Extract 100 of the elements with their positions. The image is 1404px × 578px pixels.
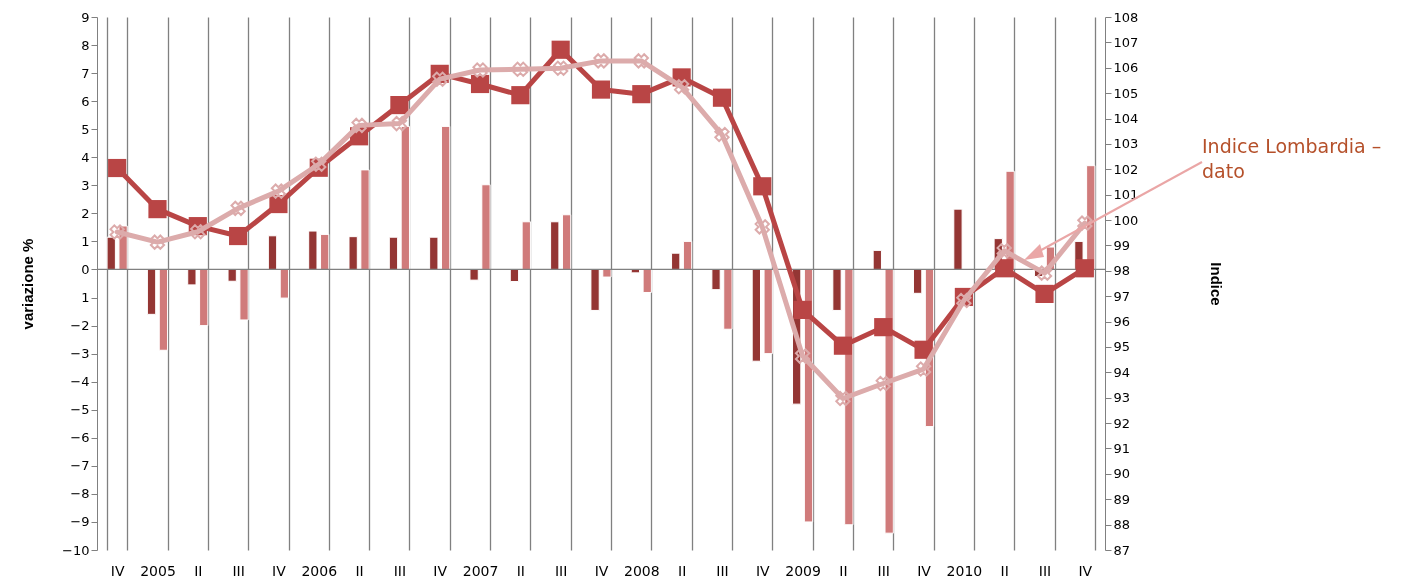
point [551, 40, 570, 59]
point [472, 62, 488, 78]
point [390, 95, 409, 115]
point [914, 340, 933, 359]
point [995, 259, 1014, 278]
bar [671, 252, 681, 270]
bar [441, 125, 451, 270]
point [753, 177, 772, 196]
y-tick-label: 6 [81, 93, 90, 109]
y2-tick-label: 91 [1113, 440, 1131, 456]
bar [146, 268, 157, 315]
bar [953, 208, 963, 270]
y2-tick-label: 98 [1113, 263, 1131, 279]
x-tick-label: II [355, 562, 364, 578]
point [915, 361, 932, 377]
y2-tick-label: 102 [1113, 161, 1139, 177]
y2-tick-label: 96 [1113, 314, 1131, 330]
y2-tick-label: 95 [1113, 339, 1131, 355]
point [270, 183, 287, 199]
point [149, 234, 166, 250]
point [230, 200, 246, 217]
y2-tick-label: 99 [1113, 237, 1131, 253]
point [1035, 284, 1054, 303]
bar [590, 268, 600, 311]
bar [642, 268, 652, 293]
y2-tick-label: 108 [1113, 9, 1139, 25]
bar [872, 249, 882, 270]
x-tick-label: II [678, 562, 687, 578]
y-tick-label: 2 [81, 205, 90, 221]
x-tick-label: III [232, 562, 245, 578]
bar [481, 184, 491, 270]
bar [320, 233, 330, 270]
bar [550, 221, 560, 270]
y2-tick-label: 93 [1113, 390, 1131, 406]
point [432, 71, 448, 87]
y2-tick-label: 92 [1113, 415, 1131, 431]
bar [279, 268, 290, 299]
y-tick-label: 0 [81, 261, 90, 277]
x-tick-label: IV [110, 562, 125, 578]
bar [509, 268, 520, 283]
bar [227, 268, 237, 282]
point [874, 318, 893, 337]
bar [308, 230, 318, 270]
x-tick-label: IV [594, 562, 609, 578]
bar [239, 268, 249, 321]
point [956, 292, 972, 309]
point [148, 200, 167, 219]
point [512, 61, 528, 77]
y2-tick-label: 103 [1113, 136, 1139, 152]
x-tick-label: III [393, 562, 407, 578]
bar [199, 268, 209, 327]
y-tick-label: −9 [70, 514, 90, 530]
y-tick-label: −3 [70, 346, 90, 362]
x-tick-label: 2007 [462, 562, 499, 578]
bar [751, 268, 761, 362]
point [1077, 215, 1093, 231]
point [793, 300, 812, 319]
y-tick-label: −7 [70, 458, 90, 474]
x-tick-label: 2010 [946, 562, 983, 578]
y2-tick-label: 89 [1113, 491, 1131, 507]
x-tick-label: IV [272, 562, 287, 578]
y2-axis-title: Indice [1208, 262, 1226, 306]
y2-tick-label: 94 [1113, 364, 1131, 380]
bar [521, 221, 531, 270]
point [109, 224, 125, 240]
y2-tick-label: 100 [1113, 212, 1139, 228]
x-tick-label: III [1038, 562, 1052, 578]
x-tick-label: IV [755, 562, 771, 578]
y2-tick-label: 87 [1113, 542, 1131, 558]
point [754, 219, 770, 235]
bar [348, 236, 358, 270]
y2-tick-label: 105 [1113, 85, 1139, 101]
point [591, 80, 611, 99]
point [632, 85, 651, 104]
x-tick-label: IV [1078, 562, 1093, 578]
x-tick-label: 2008 [624, 562, 660, 578]
point [633, 53, 649, 69]
x-tick-label: III [554, 562, 568, 578]
y-tick-label: 4 [81, 149, 90, 165]
y-axis-title: variazione % [19, 238, 37, 330]
bar [763, 268, 773, 355]
bar [844, 268, 854, 526]
point [351, 117, 367, 134]
point [714, 126, 730, 143]
x-tick-label: IV [433, 562, 448, 578]
point [593, 53, 609, 69]
point [674, 79, 690, 95]
point [794, 348, 811, 364]
y2-tick-label: 97 [1113, 288, 1131, 304]
bar [832, 268, 842, 311]
y-tick-label: 7 [81, 65, 90, 81]
y-tick-label: −4 [70, 374, 90, 390]
x-tick-label: IV [917, 562, 932, 578]
y-tick-label: −8 [70, 486, 90, 502]
point [1075, 259, 1094, 278]
y-tick-label: 1 [81, 290, 90, 306]
y-tick-label: −10 [62, 542, 90, 558]
text: Indice Lombardia – dato [1202, 134, 1383, 184]
point [108, 158, 127, 178]
x-tick-label: 2006 [301, 562, 338, 578]
